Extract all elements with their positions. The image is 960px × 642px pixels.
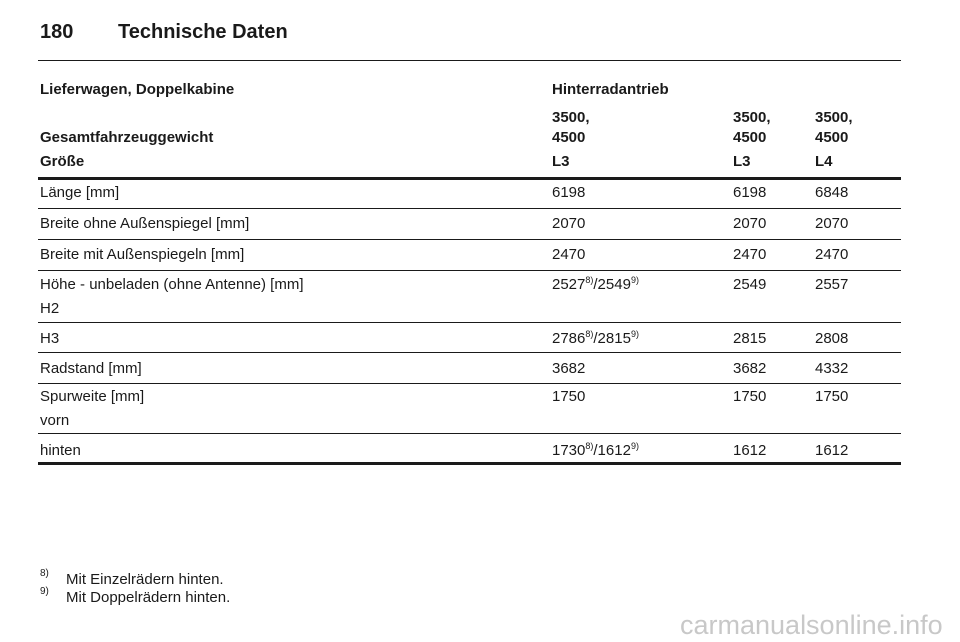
- row-rule: [38, 322, 901, 323]
- footnote-ref: 8): [585, 329, 594, 339]
- head-label: Lieferwagen, Doppelkabine: [40, 81, 235, 98]
- cell-text: 2470: [552, 246, 586, 263]
- page-title: Technische Daten: [118, 21, 288, 43]
- head-cell: 4500: [815, 129, 849, 146]
- cell-text: 2527: [552, 276, 586, 293]
- row-rule: [38, 239, 901, 240]
- head-cell: 3500,: [552, 109, 590, 126]
- cell-text: 6198: [552, 184, 586, 201]
- row-rule: [38, 352, 901, 353]
- head-label: Größe: [40, 153, 85, 170]
- row-label: hinten: [40, 442, 81, 459]
- cell-text: 6198: [733, 184, 767, 201]
- cell: 1750: [552, 388, 585, 406]
- footnote-text: Mit Einzelrädern hinten.: [66, 571, 224, 588]
- cell: 2070: [815, 215, 848, 233]
- row-label: H3: [40, 330, 60, 347]
- row-label: Spurweite [mm]: [40, 388, 145, 405]
- cell-text: 2815: [733, 330, 767, 347]
- cell: 25278)/25499): [552, 276, 639, 294]
- cell-text: /1612: [593, 442, 631, 459]
- cell-text: 1730: [552, 442, 586, 459]
- head-cell: Hinterradantrieb: [552, 81, 669, 98]
- footnote-ref: 9): [630, 275, 639, 285]
- cell-text: 2786: [552, 330, 586, 347]
- cell-text: /2815: [593, 330, 631, 347]
- head-cell: 4500: [733, 129, 767, 146]
- row-rule: [38, 433, 901, 434]
- cell: 6198: [733, 184, 766, 202]
- cell: 2470: [815, 246, 848, 264]
- head-cell: 4500: [552, 129, 586, 146]
- row-label: Länge [mm]: [40, 184, 120, 201]
- cell: 1612: [815, 442, 848, 460]
- cell: 2470: [552, 246, 585, 264]
- cell-text: 1612: [815, 442, 849, 459]
- head-cell: 3500,: [815, 109, 853, 126]
- footnote-text: Mit Doppelrädern hinten.: [66, 589, 231, 606]
- cell: 27868)/28159): [552, 330, 639, 348]
- head-cell: L3: [733, 153, 751, 170]
- cell-text: 1750: [733, 388, 767, 405]
- cell: 2070: [733, 215, 766, 233]
- head-cell: L4: [815, 153, 833, 170]
- cell: 1750: [815, 388, 848, 406]
- cell: 6198: [552, 184, 585, 202]
- row-label: H2: [40, 300, 60, 317]
- row-label: Breite ohne Außenspiegel [mm]: [40, 215, 250, 232]
- cell-text: 2470: [733, 246, 767, 263]
- row-rule: [38, 208, 901, 209]
- footnote-mark: 9): [40, 586, 49, 597]
- cell-text: 1612: [733, 442, 767, 459]
- cell-text: 3682: [733, 360, 767, 377]
- cell-text: 1750: [552, 388, 586, 405]
- cell-text: 2549: [733, 276, 767, 293]
- cell-text: 2470: [815, 246, 849, 263]
- row-rule: [38, 383, 901, 384]
- head-cell: L3: [552, 153, 570, 170]
- row-label: Höhe - unbeladen (ohne Antenne) [mm]: [40, 276, 304, 293]
- cell: 1612: [733, 442, 766, 460]
- footnote-ref: 8): [585, 441, 594, 451]
- row-label: Breite mit Außenspiegeln [mm]: [40, 246, 245, 263]
- header-rule: [38, 60, 901, 61]
- cell-text: 2070: [815, 215, 849, 232]
- row-rule: [38, 270, 901, 271]
- cell: 3682: [552, 360, 585, 378]
- cell: 2808: [815, 330, 848, 348]
- cell-text: /2549: [593, 276, 631, 293]
- cell-text: 4332: [815, 360, 849, 377]
- cell: 2070: [552, 215, 585, 233]
- head-cell: 3500,: [733, 109, 771, 126]
- footnote-ref: 9): [630, 441, 639, 451]
- cell-text: 2808: [815, 330, 849, 347]
- cell-text: 6848: [815, 184, 849, 201]
- cell: 2815: [733, 330, 766, 348]
- watermark: carmanualsonline.info: [680, 610, 943, 640]
- cell: 2549: [733, 276, 766, 294]
- cell: 6848: [815, 184, 848, 202]
- page-number: 180: [40, 21, 74, 43]
- cell: 4332: [815, 360, 848, 378]
- cell: 17308)/16129): [552, 442, 639, 460]
- cell-text: 2070: [733, 215, 767, 232]
- row-label: Radstand [mm]: [40, 360, 142, 377]
- cell: 2470: [733, 246, 766, 264]
- cell: 2557: [815, 276, 848, 294]
- head-label: Gesamtfahrzeuggewicht: [40, 129, 214, 146]
- table-end-rule: [38, 462, 901, 465]
- head-rule: [38, 177, 901, 180]
- cell-text: 3682: [552, 360, 586, 377]
- cell: 3682: [733, 360, 766, 378]
- cell-text: 2070: [552, 215, 586, 232]
- cell-text: 2557: [815, 276, 849, 293]
- footnote-ref: 9): [630, 329, 639, 339]
- cell-text: 1750: [815, 388, 849, 405]
- footnote-mark: 8): [40, 568, 49, 579]
- footnote-ref: 8): [585, 275, 594, 285]
- row-label: vorn: [40, 412, 70, 429]
- cell: 1750: [733, 388, 766, 406]
